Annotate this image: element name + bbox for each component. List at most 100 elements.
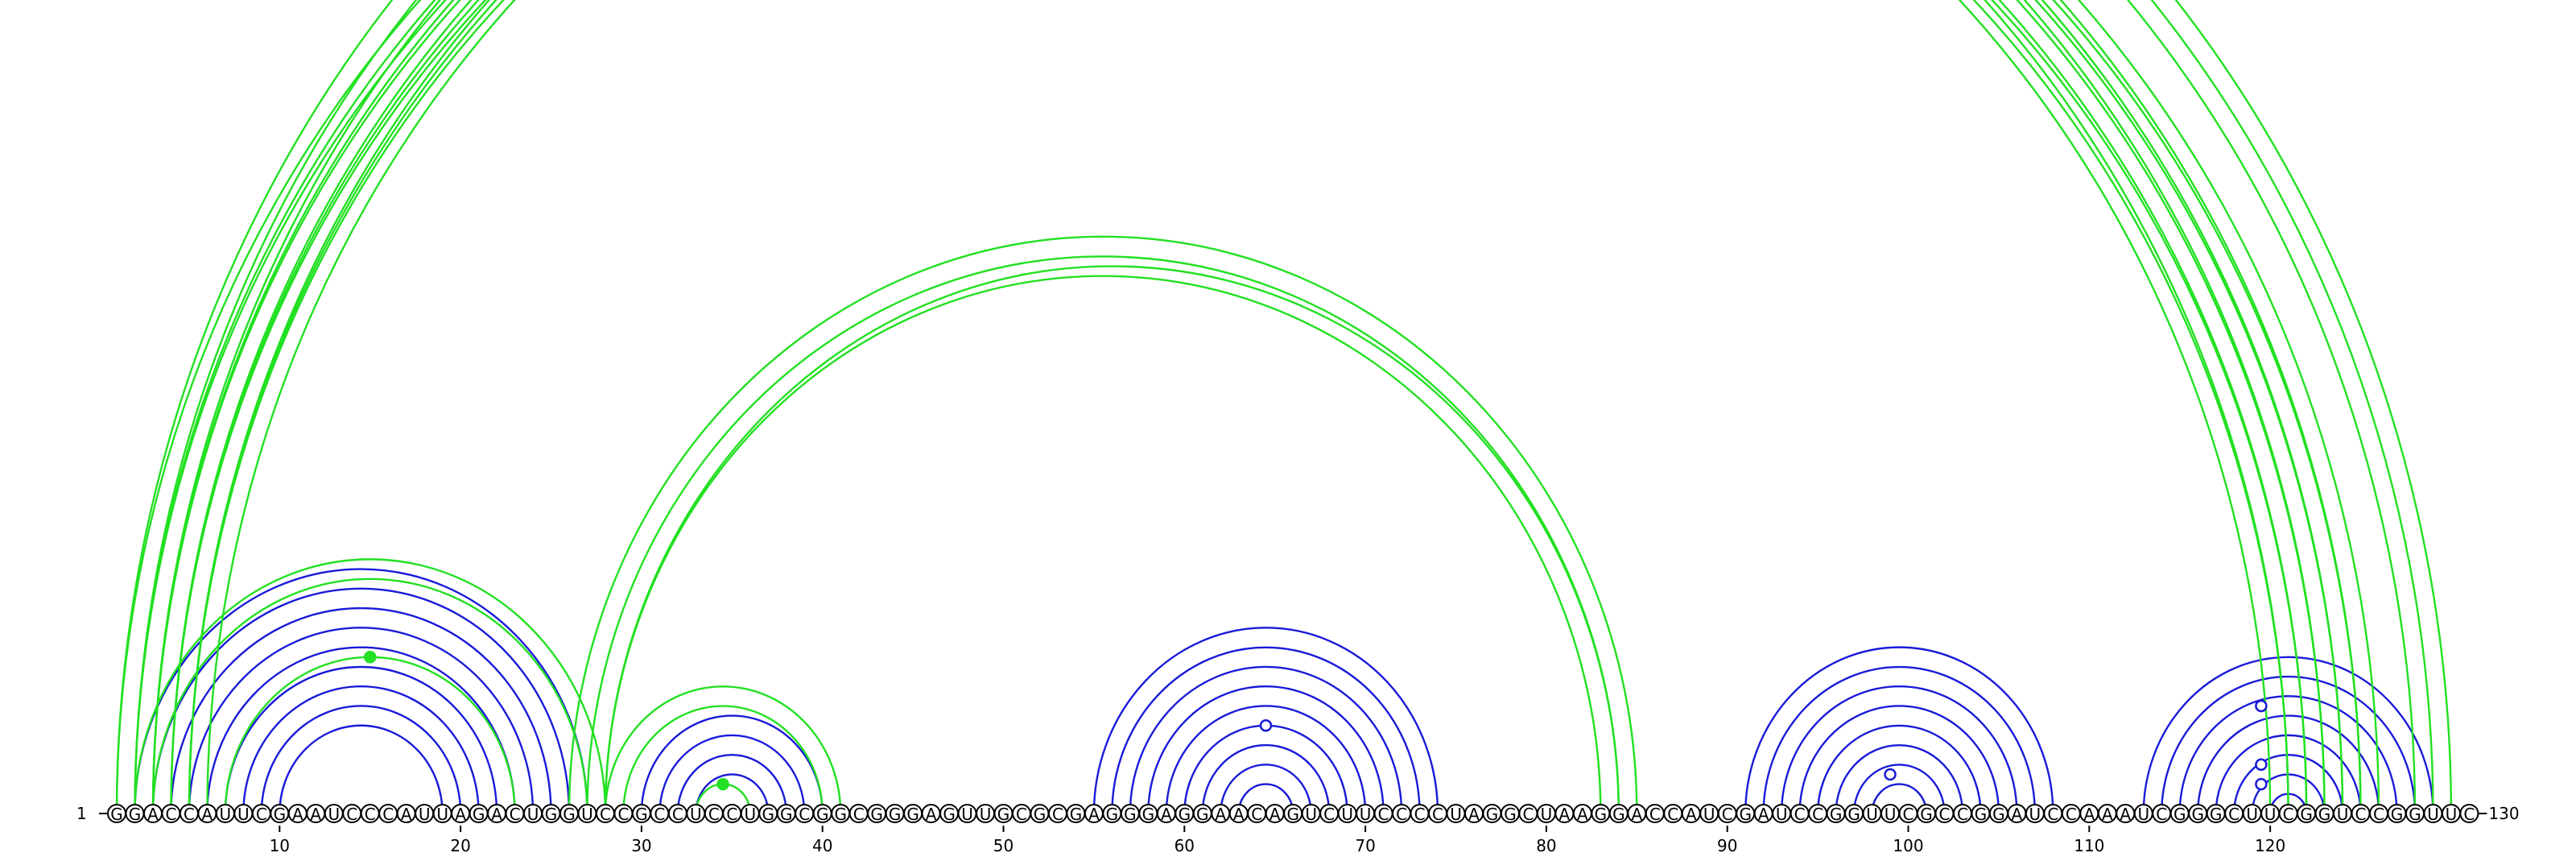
nucleotide: A <box>1572 804 1592 824</box>
nucleotide: C <box>1952 804 1972 824</box>
nucleotide: A <box>2116 804 2136 824</box>
nucleotide-letter: G <box>906 805 919 824</box>
nucleotide-letter: A <box>1559 805 1571 824</box>
base-pair-arc-green <box>586 255 1620 814</box>
arc-marker <box>2255 777 2268 791</box>
nucleotide: G <box>631 804 651 824</box>
nucleotide-letter: C <box>2156 805 2167 824</box>
nucleotide-letter: G <box>2191 805 2204 824</box>
nucleotide-letter: C <box>165 805 176 824</box>
nucleotide: G <box>469 804 489 824</box>
nucleotide-letter: A <box>455 805 466 824</box>
nucleotide-letter: C <box>1812 805 1823 824</box>
blue-arcs <box>134 568 2434 814</box>
base-pair-arc-blue <box>1092 627 1439 814</box>
tick-label: 10 <box>270 836 290 855</box>
nucleotide: U <box>1301 804 1321 824</box>
nucleotide: C <box>704 804 724 824</box>
nucleotide-letter: G <box>2391 805 2404 824</box>
nucleotide-letter: C <box>2283 805 2294 824</box>
base-pair-arc-green <box>188 0 2308 814</box>
nucleotide-letter: G <box>545 805 558 824</box>
nucleotide: G <box>1283 804 1303 824</box>
nucleotide-letter: C <box>1903 805 1914 824</box>
nucleotide: G <box>2405 804 2425 824</box>
nucleotide: C <box>2061 804 2081 824</box>
nucleotide-letter: C <box>672 805 683 824</box>
nucleotide-letter: G <box>762 805 775 824</box>
nucleotide: C <box>179 804 199 824</box>
nucleotide: G <box>2297 804 2317 824</box>
base-pair-arc-blue <box>1111 646 1421 814</box>
nucleotide-letter: U <box>581 805 593 824</box>
arc-marker <box>1259 718 1273 732</box>
nucleotide-letter: G <box>834 805 847 824</box>
nucleotide: U <box>324 804 344 824</box>
nucleotide-letter: G <box>129 805 142 824</box>
base-pair-arc-green <box>115 0 2453 814</box>
nucleotide: U <box>1536 804 1556 824</box>
nucleotide: A <box>1627 804 1647 824</box>
nucleotide: C <box>2278 804 2298 824</box>
nucleotide: C <box>1392 804 1412 824</box>
nucleotide-letter: U <box>1866 805 1878 824</box>
nucleotide-letter: A <box>1088 805 1100 824</box>
nucleotide-letter: U <box>980 805 992 824</box>
nucleotide: A <box>2079 804 2099 824</box>
nucleotide: A <box>396 804 416 824</box>
nucleotide-letter: C <box>1016 805 1027 824</box>
nucleotide-letter: C <box>2066 805 2077 824</box>
arc-marker <box>1884 768 1897 781</box>
nucleotide: U <box>2333 804 2353 824</box>
nucleotide: G <box>1138 804 1158 824</box>
arc-markers <box>363 651 2268 791</box>
nucleotide-letter: C <box>799 805 810 824</box>
nucleotide: U <box>415 804 435 824</box>
nucleotide: G <box>1192 804 1212 824</box>
nucleotide-letter: C <box>1667 805 1678 824</box>
base-pair-arc-blue <box>2215 734 2362 814</box>
nucleotide-letter: G <box>816 805 829 824</box>
base-pair-arc-blue <box>676 754 787 814</box>
nucleotide-letter: A <box>292 805 303 824</box>
green-arcs <box>115 0 2453 814</box>
nucleotide-letter: A <box>491 805 502 824</box>
tick-label: 50 <box>993 836 1013 855</box>
nucleotide-letter: A <box>1233 805 1245 824</box>
nucleotide: G <box>107 804 126 824</box>
nucleotide: G <box>2188 804 2208 824</box>
nucleotide: U <box>1772 804 1792 824</box>
tick-label: 110 <box>2074 836 2104 855</box>
nucleotide-letter: U <box>1450 805 1462 824</box>
nucleotide: C <box>2043 804 2063 824</box>
base-pair-arc-blue <box>658 734 806 814</box>
nucleotide: A <box>1753 804 1773 824</box>
nucleotide-letter: U <box>690 805 702 824</box>
nucleotide-letter: U <box>961 805 973 824</box>
nucleotide-letter: A <box>1686 805 1697 824</box>
tick-label: 90 <box>1717 836 1737 855</box>
nucleotide: A <box>1681 804 1701 824</box>
nucleotide-letter: U <box>237 805 250 824</box>
nucleotide-letter: G <box>1286 805 1299 824</box>
tick-label: 80 <box>1536 836 1556 855</box>
nucleotide: G <box>867 804 887 824</box>
nucleotide-letter: A <box>1758 805 1769 824</box>
nucleotide-letter: G <box>635 805 648 824</box>
base-pair-arc-blue <box>2178 695 2398 814</box>
nucleotide: G <box>1826 804 1846 824</box>
nucleotide: G <box>885 804 905 824</box>
nucleotide-letter: C <box>2355 805 2367 824</box>
base-pair-arc-blue <box>279 724 444 814</box>
nucleotide: G <box>812 804 832 824</box>
arc-marker <box>2255 758 2268 772</box>
nucleotide: U <box>1337 804 1357 824</box>
nucleotide-letter: G <box>997 805 1010 824</box>
nucleotide: G <box>776 804 796 824</box>
base-pair-arc-green <box>188 0 2380 814</box>
nucleotide-letter: A <box>1468 805 1480 824</box>
nucleotide: A <box>487 804 507 824</box>
nucleotide: G <box>1500 804 1520 824</box>
